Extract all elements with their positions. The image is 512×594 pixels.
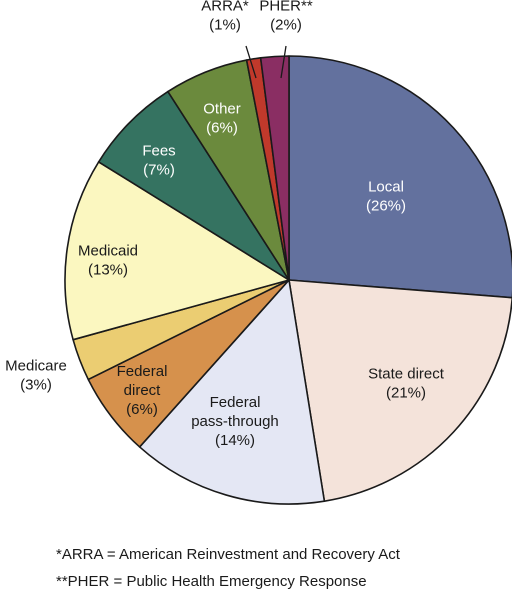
slice-label-fees: Fees (7%) bbox=[142, 143, 175, 179]
slice-label-other: Other (6%) bbox=[203, 101, 241, 137]
slice-label-federal-pass-through: Federal pass-through (14%) bbox=[191, 394, 279, 449]
slice-label-medicare: Medicare (3%) bbox=[5, 358, 67, 394]
pie-slice-local bbox=[288, 55, 512, 299]
pie-slice-pher bbox=[259, 55, 290, 281]
pie-slice-medicaid bbox=[64, 161, 290, 341]
footnote-pher: **PHER = Public Health Emergency Respons… bbox=[56, 573, 367, 590]
slice-label-pher: PHER** (2%) bbox=[259, 0, 313, 34]
pie-chart: Local (26%) State direct (21%) Federal pass-t… bbox=[5, 0, 512, 505]
slice-label-state-direct: State direct (21%) bbox=[368, 366, 445, 402]
leader-line-arra bbox=[245, 45, 257, 79]
slice-label-arra: ARRA* (1%) bbox=[201, 0, 249, 34]
slice-label-medicaid: Medicaid (13%) bbox=[78, 243, 138, 279]
slice-label-local: Local (26%) bbox=[366, 179, 406, 215]
pie-slice-federal-pass-through bbox=[138, 279, 326, 505]
slice-label-federal-direct: Federal direct (6%) bbox=[117, 363, 168, 418]
pie-slice-state-direct bbox=[288, 279, 512, 502]
leader-line-pher bbox=[280, 45, 287, 79]
footnote-arra: *ARRA = American Reinvestment and Recove… bbox=[56, 546, 400, 563]
